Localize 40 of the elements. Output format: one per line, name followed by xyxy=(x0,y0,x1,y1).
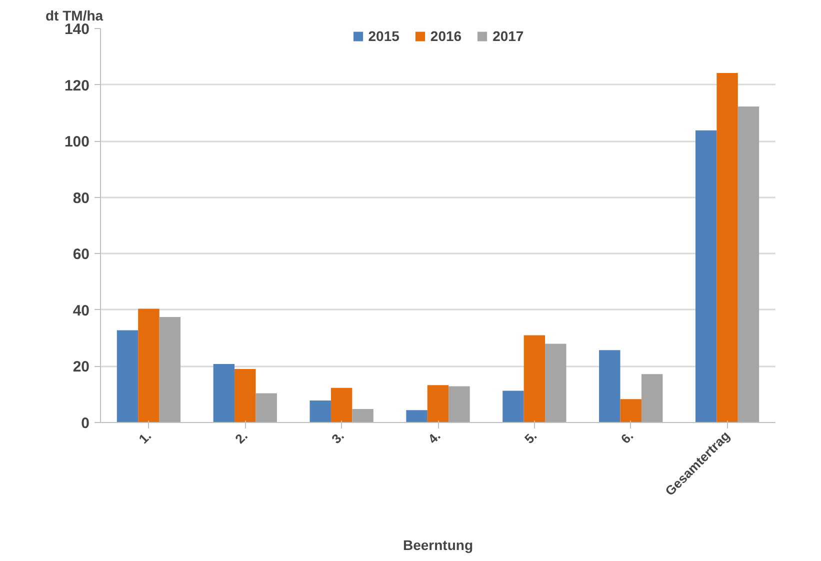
bar xyxy=(695,130,717,422)
bar xyxy=(310,400,331,422)
x-tick-label: 3. xyxy=(328,428,347,446)
y-tick-label: 20 xyxy=(72,358,90,376)
x-tick-label: 2. xyxy=(232,428,250,446)
bar xyxy=(352,408,374,422)
bar xyxy=(213,364,235,422)
legend-label: 2015 xyxy=(368,28,400,44)
bar xyxy=(620,399,642,422)
bar xyxy=(716,72,738,422)
y-tick-label: 100 xyxy=(64,134,90,151)
bar xyxy=(256,393,277,422)
bar xyxy=(159,316,181,422)
bar xyxy=(502,390,524,422)
bar xyxy=(524,335,546,422)
bar xyxy=(599,350,620,422)
x-axis-title: Beerntung xyxy=(403,536,473,553)
y-axis-title: dt TM/ha xyxy=(46,8,104,24)
bar xyxy=(330,388,352,422)
x-tick-label: 1. xyxy=(136,428,154,446)
bar xyxy=(234,369,256,422)
bar xyxy=(406,410,428,422)
y-tick-label: 140 xyxy=(64,21,90,38)
x-tick-label: 6. xyxy=(618,428,636,446)
bar xyxy=(116,330,138,422)
y-tick-label: 40 xyxy=(72,302,90,320)
bar xyxy=(448,386,470,422)
y-tick-label: 120 xyxy=(64,77,90,94)
x-tick-label: 4. xyxy=(425,428,444,446)
y-tick-label: 60 xyxy=(72,246,90,264)
x-tick-label: 5. xyxy=(521,428,540,446)
y-tick-label: 80 xyxy=(72,190,90,207)
bar xyxy=(738,106,760,422)
bar xyxy=(641,374,663,422)
y-tick-label: 0 xyxy=(81,415,90,432)
bar xyxy=(545,344,566,422)
legend-label: 2016 xyxy=(430,28,462,44)
legend-label: 2017 xyxy=(492,28,524,44)
bar xyxy=(427,385,449,422)
bar xyxy=(138,308,160,422)
